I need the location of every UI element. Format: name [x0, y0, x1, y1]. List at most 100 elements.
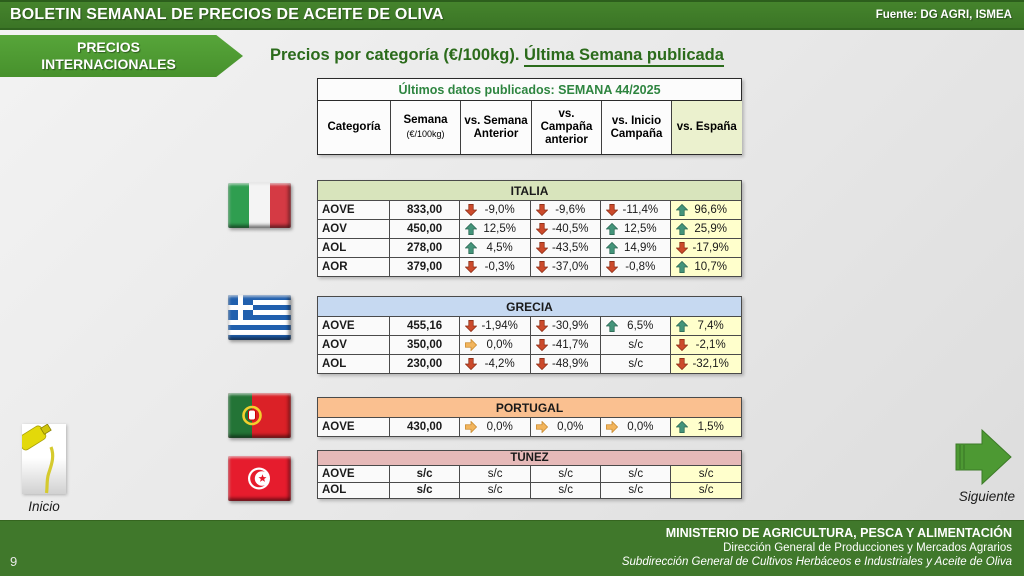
change-value: s/c	[628, 339, 644, 351]
prices-table-italia: ITALIA AOVE 833,00 -9,0% -9,6% -11,4% 96,6% AOV…	[316, 180, 742, 277]
price-cell: 230,00	[389, 354, 461, 374]
trend-up-icon	[605, 241, 619, 254]
category-cell: AOVE	[316, 200, 391, 220]
change-value: -37,0%	[552, 261, 589, 273]
change-value: 12,5%	[623, 223, 657, 235]
change-cell: -9,0%	[459, 200, 532, 220]
category-cell: AOL	[316, 238, 391, 258]
change-value: -48,9%	[552, 358, 589, 370]
change-value: -9,0%	[484, 204, 515, 216]
change-cell: s/c	[670, 481, 742, 499]
latest-data-title: Últimos datos publicados: SEMANA 44/2025	[318, 79, 741, 101]
change-cell: -0,3%	[459, 257, 532, 277]
change-value: 0,0%	[486, 339, 513, 351]
price-cell: s/c	[389, 481, 461, 499]
page-number: 9	[10, 554, 18, 569]
trend-up-icon	[675, 319, 689, 332]
footer-text: MINISTERIO DE AGRICULTURA, PESCA Y ALIME…	[622, 525, 1012, 569]
page-title: Precios por categoría (€/100kg). Última …	[270, 46, 724, 67]
price-row: AOVE 455,16 -1,94% -30,9% 6,5% 7,4%	[316, 316, 742, 336]
change-cell: s/c	[670, 465, 742, 483]
change-value: -9,6%	[555, 204, 586, 216]
change-value: -4,2%	[484, 358, 515, 370]
top-header-bar: BOLETIN SEMANAL DE PRECIOS DE ACEITE DE …	[0, 0, 1024, 30]
change-value: s/c	[628, 484, 644, 497]
price-row: AOL s/c s/c s/c s/c s/c	[316, 481, 742, 499]
change-value: 96,6%	[694, 204, 727, 216]
change-cell: 96,6%	[670, 200, 742, 220]
price-row: AOV 450,00 12,5% -40,5% 12,5% 25,9%	[316, 219, 742, 239]
inicio-button-image[interactable]	[17, 423, 66, 494]
trend-up-icon	[464, 241, 478, 254]
country-section-grecia: GRECIA AOVE 455,16 -1,94% -30,9% 6,5% 7,4% AOV 3…	[316, 296, 742, 374]
trend-down-icon	[675, 358, 689, 371]
change-value: -1,94%	[481, 320, 518, 332]
price-cell: 450,00	[389, 219, 461, 239]
change-cell: 25,9%	[670, 219, 742, 239]
trend-right-icon	[536, 420, 549, 434]
change-value: s/c	[487, 484, 503, 497]
change-value: -32,1%	[692, 358, 729, 370]
change-value: 6,5%	[627, 320, 654, 332]
change-cell: -37,0%	[530, 257, 602, 277]
change-cell: s/c	[530, 481, 602, 499]
trend-down-icon	[464, 358, 478, 371]
change-value: s/c	[628, 358, 644, 370]
country-section-portugal: PORTUGAL AOVE 430,00 0,0% 0,0% 0,0% 1,5%	[316, 397, 742, 437]
change-value: -0,3%	[484, 261, 515, 273]
price-row: AOV 350,00 0,0% -41,7% s/c -2,1%	[316, 335, 742, 355]
change-value: 10,7%	[694, 261, 727, 273]
change-cell: s/c	[600, 335, 672, 355]
trend-right-icon	[606, 420, 619, 434]
change-cell: -40,5%	[530, 219, 602, 239]
column-header-0: Categoría	[318, 101, 390, 154]
price-cell: 278,00	[389, 238, 461, 258]
trend-down-icon	[605, 204, 619, 217]
change-value: 0,0%	[557, 421, 584, 433]
change-cell: -48,9%	[530, 354, 602, 374]
column-header-1: Semana (€/100kg)	[390, 101, 460, 154]
change-value: -2,1%	[695, 339, 726, 351]
change-value: 7,4%	[697, 320, 724, 332]
price-row: AOL 278,00 4,5% -43,5% 14,9% -17,9%	[316, 238, 742, 258]
banner-line-2: INTERNACIONALES	[41, 56, 176, 72]
column-header-2: vs. Semana Anterior	[460, 101, 531, 154]
change-cell: 6,5%	[600, 316, 672, 336]
footer-direccion: Dirección General de Producciones y Merc…	[723, 542, 1012, 554]
change-value: -11,4%	[622, 204, 659, 216]
country-header-túnez: TÚNEZ	[317, 450, 742, 466]
trend-down-icon	[535, 223, 549, 236]
trend-up-icon	[675, 222, 689, 235]
trend-down-icon	[535, 261, 549, 274]
change-cell: -4,2%	[459, 354, 532, 374]
siguiente-arrow-icon[interactable]	[952, 427, 1014, 487]
change-cell: -9,6%	[530, 200, 602, 220]
trend-up-icon	[675, 420, 689, 433]
country-header-italia: ITALIA	[317, 180, 742, 201]
price-row: AOR 379,00 -0,3% -37,0% -0,8% 10,7%	[316, 257, 742, 277]
table-header-block: Últimos datos publicados: SEMANA 44/2025…	[317, 78, 742, 155]
change-value: 4,5%	[486, 242, 513, 254]
category-cell: AOVE	[316, 417, 391, 437]
change-cell: -11,4%	[600, 200, 672, 220]
change-value: -17,9%	[692, 242, 729, 254]
portugal-flag	[228, 393, 291, 438]
change-cell: 0,0%	[459, 417, 532, 437]
change-cell: s/c	[600, 481, 672, 499]
trend-down-icon	[675, 339, 689, 352]
price-cell: 350,00	[389, 335, 461, 355]
column-header-5: vs. España	[671, 101, 742, 154]
section-banner: PRECIOS INTERNACIONALES	[0, 35, 243, 77]
prices-table-portugal: PORTUGAL AOVE 430,00 0,0% 0,0% 0,0% 1,5%	[316, 397, 742, 437]
price-cell: 455,16	[389, 316, 461, 336]
trend-up-icon	[605, 222, 619, 235]
change-value: s/c	[558, 484, 574, 497]
trend-right-icon	[465, 338, 478, 352]
change-cell: s/c	[459, 481, 532, 499]
country-section-tunez: TÚNEZ AOVE s/c s/c s/c s/c s/c AOL s/c s/c s/c s/c s…	[316, 450, 742, 499]
change-value: 14,9%	[623, 242, 657, 254]
change-value: 1,5%	[697, 421, 724, 433]
trend-up-icon	[675, 203, 689, 216]
change-cell: 7,4%	[670, 316, 742, 336]
change-value: 0,0%	[627, 421, 654, 433]
